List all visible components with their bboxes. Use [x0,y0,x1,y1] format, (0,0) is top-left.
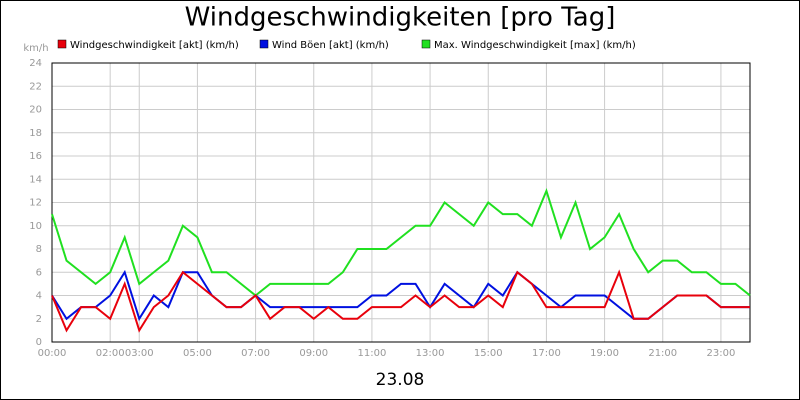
y-tick-label: 12 [29,198,42,209]
x-tick-label: 19:00 [590,348,619,359]
series-line [51,187,751,297]
x-tick-label: 15:00 [474,348,503,359]
x-tick-label: 00:00 [38,348,67,359]
legend-label: Max. Windgeschwindigkeit [max] (km/h) [434,40,636,51]
y-tick-label: 18 [29,128,42,139]
y-tick-label: 22 [29,81,42,92]
y-tick-label: 4 [36,291,42,302]
plot-border [51,62,751,343]
x-tick-label: 02:00 [96,348,125,359]
y-tick-label: 0 [36,337,42,348]
x-tick-label: 05:00 [183,348,212,359]
y-tick-label: 24 [29,58,42,69]
chart-title: Windgeschwindigkeiten [pro Tag] [185,3,616,33]
x-tick-label: 03:00 [125,348,154,359]
y-tick-label: 16 [29,151,42,162]
x-tick-label: 07:00 [241,348,270,359]
y-tick-label: 14 [29,174,42,185]
x-tick-label: 09:00 [299,348,328,359]
y-tick-label: 10 [29,221,42,232]
y-unit: km/h [23,43,48,54]
legend-label: Windgeschwindigkeit [akt] (km/h) [70,40,239,51]
x-tick-label: 21:00 [648,348,677,359]
x-tick-label: 23:00 [707,348,736,359]
x-tick-label: 11:00 [358,348,387,359]
y-tick-label: 8 [36,244,42,255]
y-tick-label: 2 [36,314,42,325]
y-tick-label: 6 [36,267,42,278]
x-tick-label: 13:00 [416,348,445,359]
y-tick-label: 20 [29,105,42,116]
legend-label: Wind Böen [akt] (km/h) [272,40,389,51]
legend-swatch [259,39,269,49]
series-line [51,269,750,333]
legend-swatch [421,39,431,49]
x-tick-label: 17:00 [532,348,561,359]
legend-swatch [57,39,67,49]
x-axis-label: 23.08 [376,370,425,390]
